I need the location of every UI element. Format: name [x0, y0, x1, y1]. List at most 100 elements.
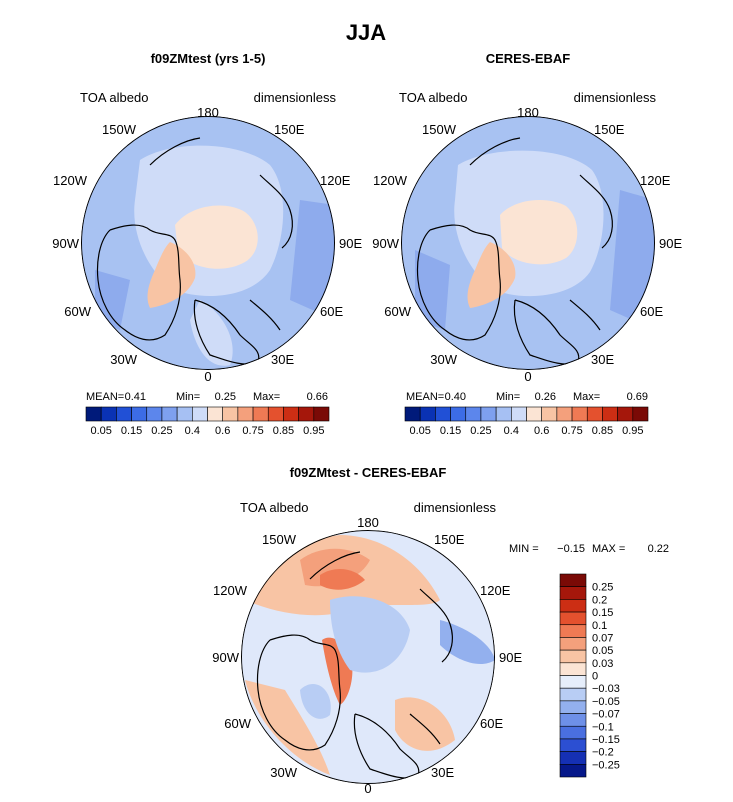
lon-label-90e: 90E — [659, 236, 682, 251]
lon-label-90e: 90E — [499, 650, 522, 665]
colorbar-swatch — [283, 406, 299, 422]
colorbar-tick-label: 0.4 — [185, 425, 200, 437]
colorbar-tick-label: 0.1 — [592, 620, 607, 632]
lon-label-90e: 90E — [339, 236, 362, 251]
stat-max-label: Max= — [253, 391, 280, 403]
colorbar-swatch — [559, 611, 587, 626]
lon-label-150w: 150W — [102, 122, 137, 137]
colorbar-tick-label: 0.25 — [592, 582, 613, 594]
longitude-labels: 180 150W 150E 120W 120E 90W 90E 60W 60E … — [212, 515, 522, 796]
lon-label-150w: 150W — [262, 532, 297, 547]
colorbar-swatch — [559, 637, 587, 651]
lon-label-90w: 90W — [372, 236, 399, 251]
map-outline — [401, 116, 655, 370]
colorbar-tick-label: −0.07 — [592, 709, 620, 721]
stat-min-label: Min= — [176, 391, 200, 403]
colorbar-swatch — [495, 406, 512, 422]
stat-min-value: −0.15 — [557, 543, 585, 555]
lon-label-120w: 120W — [213, 583, 248, 598]
lon-label-120w: 120W — [53, 173, 88, 188]
colorbar-tick-label: 0.6 — [534, 425, 549, 437]
panel-obs-variable-label: TOA albedo — [399, 90, 467, 105]
colorbar-swatch — [586, 406, 603, 422]
panel-model-units-label: dimensionless — [254, 90, 337, 105]
colorbar-swatch — [237, 406, 254, 422]
map-field-region — [467, 242, 516, 308]
colorbar-tick-label: 0.75 — [242, 425, 263, 437]
map-field-region — [290, 200, 335, 320]
colorbar-swatch — [559, 713, 587, 727]
colorbar-swatch — [559, 662, 587, 676]
lon-label-30w: 30W — [110, 352, 137, 367]
stat-min-label: MIN = — [509, 543, 539, 555]
lon-label-120e: 120E — [480, 583, 511, 598]
lon-label-0: 0 — [364, 781, 371, 796]
panel-obs: CERES-EBAF TOA albedo dimensionless 180 … — [372, 51, 682, 437]
stat-min-value: 0.25 — [215, 391, 236, 403]
lon-label-60w: 60W — [384, 304, 411, 319]
stat-mean-label: MEAN= — [86, 391, 124, 403]
map-outline — [81, 116, 335, 370]
panel-model-colorbar: 0.05 0.15 0.25 0.4 0.6 0.75 0.85 0.95 — [85, 406, 330, 437]
map-field-region — [415, 250, 450, 330]
map-field-region — [147, 242, 196, 308]
colorbar-tick-label: 0.03 — [592, 658, 613, 670]
lon-label-150e: 150E — [274, 122, 305, 137]
colorbar-swatch — [435, 406, 451, 422]
colorbar-tick-label: 0.05 — [592, 645, 613, 657]
panel-model: f09ZMtest (yrs 1-5) TOA albedo dimension… — [52, 51, 362, 437]
lon-label-150w: 150W — [422, 122, 457, 137]
stat-max-label: Max= — [573, 391, 600, 403]
colorbar-swatch — [161, 406, 178, 422]
colorbar-swatch — [465, 406, 482, 422]
stat-max-value: 0.69 — [627, 391, 648, 403]
colorbar-swatch — [100, 406, 117, 422]
colorbar-tick-label: 0.05 — [409, 425, 430, 437]
map-field-region — [330, 596, 410, 673]
colorbar-tick-label: 0.85 — [592, 425, 613, 437]
panel-model-subtitle: f09ZMtest (yrs 1-5) — [151, 51, 266, 66]
colorbar-swatch — [192, 406, 208, 422]
panel-diff: f09ZMtest - CERES-EBAF TOA albedo dimens… — [212, 465, 669, 796]
map-field-region — [175, 205, 258, 269]
colorbar-swatch — [85, 406, 102, 422]
colorbar-swatch — [559, 687, 587, 702]
colorbar-swatch — [116, 406, 132, 422]
colorbar-tick-label: 0.15 — [440, 425, 461, 437]
colorbar-swatch — [298, 406, 315, 422]
colorbar-tick-label: 0.2 — [592, 594, 607, 606]
colorbar-swatch — [559, 675, 587, 689]
lon-label-60w: 60W — [224, 716, 251, 731]
lon-label-90w: 90W — [212, 650, 239, 665]
panel-obs-map — [401, 116, 655, 370]
panel-model-stats: MEAN= 0.41 Min= 0.25 Max= 0.66 — [86, 391, 328, 403]
lon-label-60e: 60E — [640, 304, 663, 319]
map-field-region — [190, 300, 233, 366]
colorbar-swatch — [252, 406, 269, 422]
colorbar-tick-label: −0.15 — [592, 734, 620, 746]
colorbar-tick-label: 0.15 — [121, 425, 142, 437]
colorbar-tick-label: 0.25 — [151, 425, 172, 437]
colorbar-swatch — [559, 573, 587, 587]
colorbar-tick-label: 0.85 — [273, 425, 294, 437]
colorbar-tick-label: 0.15 — [592, 607, 613, 619]
colorbar-swatch — [404, 406, 421, 422]
colorbar-tick-label: 0.07 — [592, 632, 613, 644]
colorbar-tick-label: 0 — [592, 671, 598, 683]
colorbar-swatch — [559, 725, 587, 740]
stat-mean-label: MEAN= — [406, 391, 444, 403]
stat-min-value: 0.26 — [535, 391, 556, 403]
panel-obs-units-label: dimensionless — [574, 90, 657, 105]
colorbar-swatch — [559, 649, 587, 664]
colorbar-swatch — [559, 751, 587, 765]
colorbar-swatch — [559, 764, 587, 778]
panel-diff-stats: MIN = −0.15 MAX = 0.22 — [509, 543, 669, 555]
stat-max-value: 0.66 — [307, 391, 328, 403]
lon-label-90w: 90W — [52, 236, 79, 251]
lon-label-120e: 120E — [640, 173, 671, 188]
colorbar-swatch — [131, 406, 148, 422]
lon-label-60e: 60E — [480, 716, 503, 731]
colorbar-tick-label: 0.95 — [622, 425, 643, 437]
colorbar-tick-label: 0.05 — [90, 425, 111, 437]
lon-label-120e: 120E — [320, 173, 351, 188]
